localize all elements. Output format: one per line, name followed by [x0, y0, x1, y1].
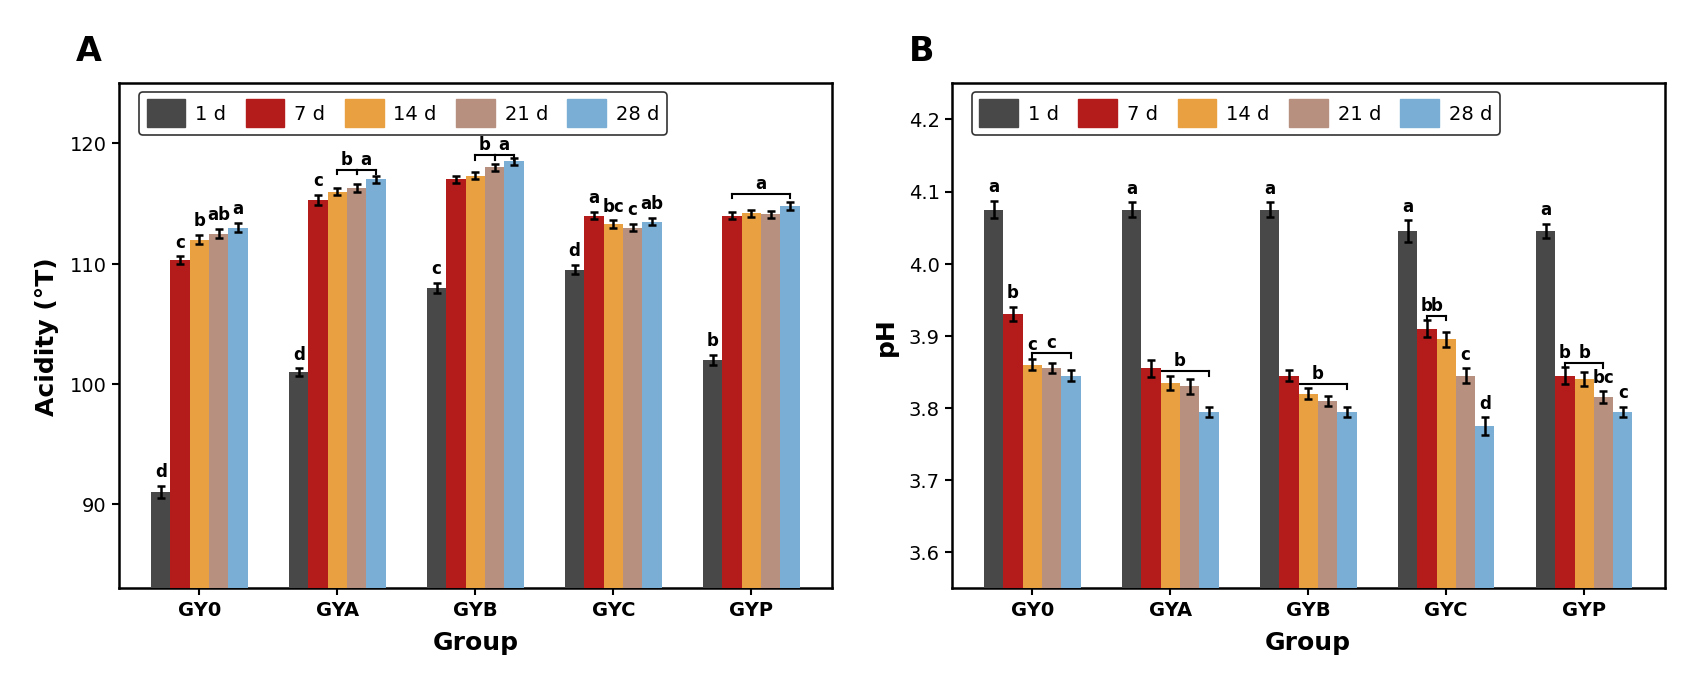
- Text: d: d: [292, 345, 304, 363]
- X-axis label: Group: Group: [432, 630, 518, 655]
- Bar: [1259, 210, 1279, 689]
- Text: d: d: [1478, 395, 1490, 413]
- Bar: [1555, 376, 1573, 689]
- Text: b: b: [1174, 352, 1186, 370]
- Text: a: a: [1126, 180, 1137, 198]
- Bar: [328, 192, 347, 689]
- Text: b: b: [479, 136, 491, 154]
- Bar: [1179, 387, 1199, 689]
- Bar: [1612, 412, 1631, 689]
- Text: c: c: [1047, 334, 1057, 352]
- Bar: [170, 260, 190, 689]
- Text: b: b: [1006, 284, 1018, 302]
- Bar: [1317, 401, 1337, 689]
- Text: a: a: [588, 189, 600, 207]
- Text: a: a: [1539, 201, 1551, 219]
- Bar: [1160, 383, 1179, 689]
- Text: bc: bc: [1592, 369, 1614, 387]
- Bar: [761, 214, 780, 689]
- Bar: [1594, 398, 1612, 689]
- Text: b: b: [194, 212, 206, 230]
- Bar: [1536, 232, 1555, 689]
- Bar: [289, 372, 308, 689]
- Text: a: a: [498, 136, 510, 154]
- Bar: [624, 228, 642, 689]
- Bar: [1475, 426, 1493, 689]
- Legend: 1 d, 7 d, 14 d, 21 d, 28 d: 1 d, 7 d, 14 d, 21 d, 28 d: [139, 92, 668, 135]
- Text: a: a: [754, 175, 766, 193]
- Text: b: b: [1578, 344, 1590, 362]
- Bar: [228, 228, 248, 689]
- Bar: [151, 492, 170, 689]
- Text: d: d: [155, 463, 167, 481]
- Text: ab: ab: [207, 206, 229, 224]
- Bar: [1298, 393, 1317, 689]
- Bar: [209, 234, 228, 689]
- Bar: [1337, 412, 1356, 689]
- Text: A: A: [76, 35, 102, 68]
- Y-axis label: pH: pH: [873, 317, 897, 356]
- Text: b: b: [1312, 365, 1324, 383]
- Text: b: b: [1431, 296, 1442, 314]
- X-axis label: Group: Group: [1264, 630, 1351, 655]
- Bar: [984, 210, 1002, 689]
- Text: b: b: [1558, 344, 1570, 362]
- Text: c: c: [627, 201, 637, 219]
- Text: a: a: [233, 200, 243, 218]
- Bar: [703, 360, 722, 689]
- Bar: [367, 180, 386, 689]
- Text: b: b: [341, 151, 353, 169]
- Bar: [484, 167, 505, 689]
- Text: B: B: [909, 35, 934, 68]
- Text: c: c: [175, 234, 185, 251]
- Text: a: a: [987, 178, 999, 196]
- Bar: [564, 270, 584, 689]
- Bar: [603, 224, 624, 689]
- Bar: [1397, 232, 1417, 689]
- Bar: [780, 206, 799, 689]
- Text: b: b: [707, 332, 719, 350]
- Text: d: d: [569, 242, 581, 260]
- Bar: [1199, 412, 1218, 689]
- Bar: [1417, 329, 1436, 689]
- Text: c: c: [432, 260, 442, 278]
- Text: c: c: [313, 172, 323, 190]
- Bar: [1002, 314, 1023, 689]
- Text: c: c: [1026, 336, 1036, 354]
- Bar: [426, 288, 447, 689]
- Text: c: c: [1459, 345, 1470, 363]
- Bar: [642, 222, 661, 689]
- Bar: [1140, 369, 1160, 689]
- Legend: 1 d, 7 d, 14 d, 21 d, 28 d: 1 d, 7 d, 14 d, 21 d, 28 d: [972, 92, 1500, 135]
- Y-axis label: Acidity (°T): Acidity (°T): [34, 257, 59, 415]
- Bar: [1456, 376, 1475, 689]
- Bar: [505, 162, 523, 689]
- Text: c: c: [1617, 384, 1628, 402]
- Bar: [1121, 210, 1140, 689]
- Bar: [1060, 376, 1081, 689]
- Bar: [190, 240, 209, 689]
- Text: a: a: [360, 151, 372, 169]
- Bar: [722, 216, 741, 689]
- Bar: [347, 188, 367, 689]
- Bar: [1279, 376, 1298, 689]
- Bar: [1436, 340, 1456, 689]
- Text: bc: bc: [601, 198, 624, 216]
- Bar: [466, 176, 484, 689]
- Bar: [1041, 369, 1060, 689]
- Bar: [1573, 379, 1594, 689]
- Bar: [308, 200, 328, 689]
- Text: b: b: [1420, 297, 1432, 315]
- Bar: [447, 180, 466, 689]
- Text: a: a: [1402, 198, 1412, 216]
- Bar: [584, 216, 603, 689]
- Text: a: a: [1264, 180, 1274, 198]
- Text: ab: ab: [641, 195, 663, 213]
- Bar: [1023, 365, 1041, 689]
- Bar: [741, 214, 761, 689]
